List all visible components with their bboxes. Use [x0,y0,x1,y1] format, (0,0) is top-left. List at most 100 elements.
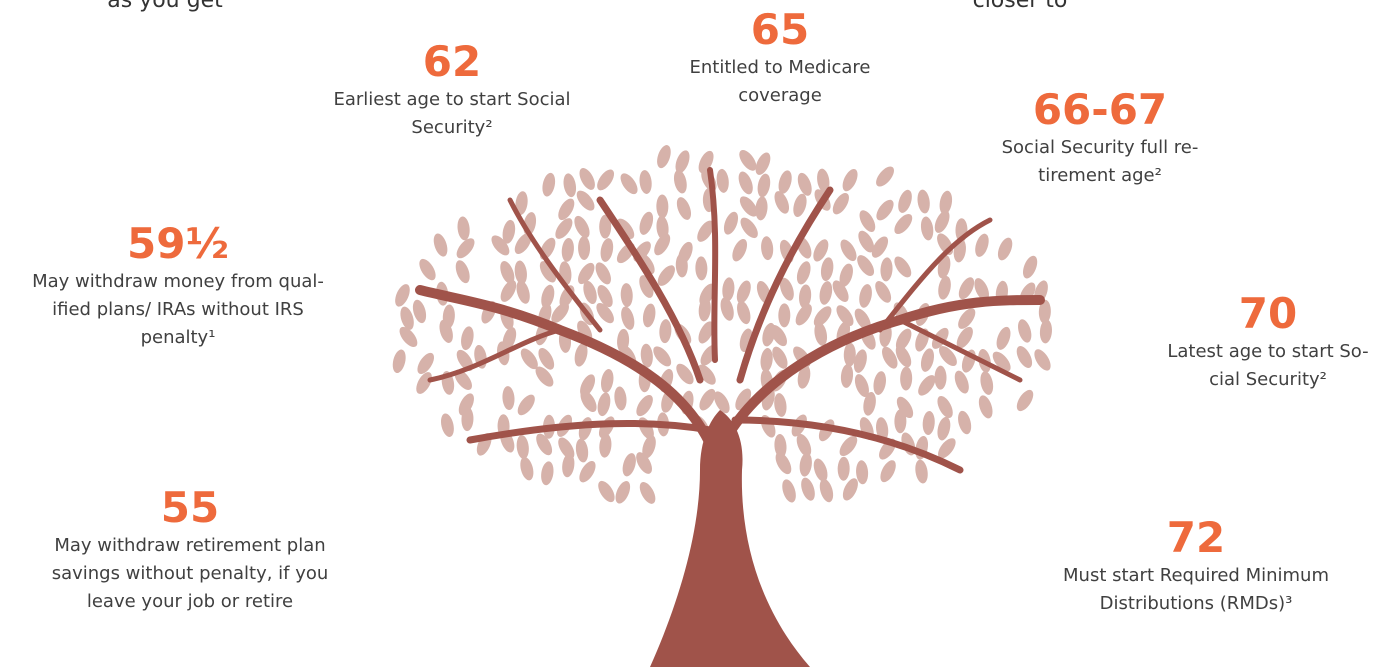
leaf [756,173,772,199]
leaf [772,189,793,216]
leaf [973,232,992,258]
leaf [672,169,689,195]
leaf [637,210,656,237]
milestone-description: May withdraw retirement plan [0,532,390,560]
leaf [518,456,536,482]
leaf [837,237,860,264]
leaf [416,256,439,283]
leaf [734,279,754,306]
leaf [502,386,516,411]
leaf [576,458,599,485]
leaf [994,325,1013,352]
leaf [1039,319,1053,344]
leaf [1031,347,1054,374]
leaf [819,256,835,282]
leaf [735,299,753,325]
leaf [599,368,615,394]
milestone-description: penalty¹ [0,324,378,352]
leaf [540,172,557,198]
leaf [515,434,530,459]
leaf [856,208,878,235]
leaf [873,163,898,189]
leaf [514,279,532,305]
leaf [413,370,435,397]
leaf [839,167,860,194]
leaf [695,256,708,280]
milestone-age: 72 [996,514,1390,562]
milestone-description: Earliest age to start Social [252,86,652,114]
leaf [594,167,618,194]
intro-left: as you get [15,0,315,13]
leaf [837,457,849,481]
leaf [829,190,852,217]
leaf [613,386,627,411]
milestone-description: Social Security full re- [900,134,1300,162]
leaf [817,477,835,503]
leaf [873,197,897,223]
milestone: 70Latest age to start So-cial Security² [1068,290,1390,394]
leaf [773,392,788,417]
leaf [934,366,946,390]
leaf [811,457,830,484]
leaf [619,305,637,331]
leaf [880,257,893,282]
leaf [935,416,952,442]
leaf [638,169,653,194]
milestone-description: ified plans/ IRAs without IRS [0,296,378,324]
milestone-description: savings without penalty, if you [0,560,390,588]
milestone: 62Earliest age to start SocialSecurity² [252,38,652,142]
leaf [654,143,673,170]
leaf [592,260,614,287]
leaf [656,194,668,218]
leaf [718,296,736,322]
leaf [641,303,657,329]
milestone-age: 70 [1068,290,1390,338]
leaf [555,196,578,223]
leaf [637,480,659,507]
leaf [936,275,952,301]
leaf [540,461,555,487]
leaf [674,195,694,222]
leaf [721,210,741,237]
milestone-age: 59½ [0,220,378,268]
leaf [673,148,693,175]
leaf [729,237,750,264]
leaf [919,216,934,241]
leaf [571,214,593,241]
milestone-age: 55 [0,484,390,532]
leaf [562,172,578,198]
leaf [737,215,761,241]
leaf [932,208,953,235]
leaf [934,394,956,421]
leaf [857,283,874,309]
leaf [995,236,1015,263]
leaf [894,409,906,433]
leaf [620,283,633,308]
leaf [595,478,618,505]
leaf [840,363,854,388]
milestone-description: leave your job or retire [0,588,390,616]
leaf [759,347,774,372]
leaf [896,188,915,215]
leaf [914,459,930,485]
milestone-description: tirement age² [900,162,1300,190]
milestone-description: Security² [252,114,652,142]
leaf [978,370,995,396]
leaf [872,370,888,396]
leaf [659,319,672,344]
leaf [791,192,809,218]
leaf [453,258,472,285]
leaf [431,232,450,259]
leaf [798,452,813,477]
leaf [922,411,936,436]
leaf [617,170,641,197]
leaf [391,348,408,374]
leaf [877,458,899,485]
leaf [952,369,972,396]
leaf [754,196,768,221]
leaf [799,476,818,503]
